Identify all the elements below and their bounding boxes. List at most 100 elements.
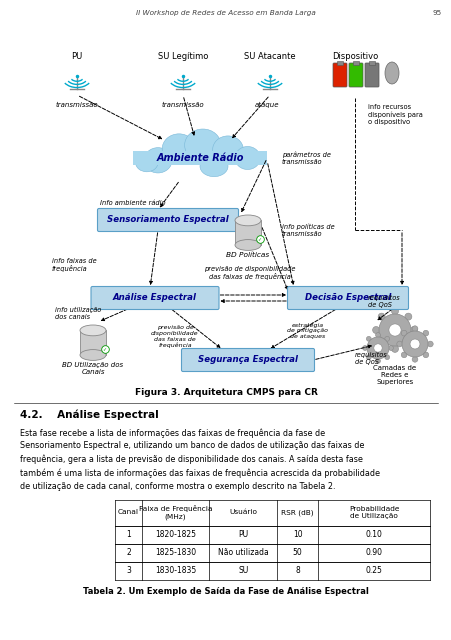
Text: info recursos
disponíveis para
o dispositivo: info recursos disponíveis para o disposi… (367, 104, 422, 125)
FancyBboxPatch shape (352, 61, 358, 65)
Text: Faixa de Frequência
(MHz): Faixa de Frequência (MHz) (138, 505, 212, 520)
Text: de utilização de cada canal, conforme mostra o exemplo descrito na Tabela 2.: de utilização de cada canal, conforme mo… (20, 482, 335, 491)
Text: Não utilizada: Não utilizada (217, 548, 268, 557)
Text: 8: 8 (295, 566, 299, 575)
Text: Segurança Espectral: Segurança Espectral (198, 355, 297, 365)
Text: info políticas de
transmissão: info políticas de transmissão (281, 223, 334, 237)
Text: PU: PU (238, 530, 248, 539)
Text: info utilização
dos canais: info utilização dos canais (55, 307, 101, 320)
FancyBboxPatch shape (181, 349, 314, 371)
Circle shape (409, 339, 419, 349)
FancyBboxPatch shape (332, 63, 346, 87)
FancyBboxPatch shape (368, 61, 374, 65)
Text: Decisão Espectral: Decisão Espectral (304, 294, 390, 303)
Ellipse shape (199, 156, 227, 177)
Text: SU Legítimo: SU Legítimo (157, 52, 208, 61)
FancyBboxPatch shape (235, 220, 260, 245)
Circle shape (373, 344, 382, 352)
Text: BD Utilização dos
Canais: BD Utilização dos Canais (62, 362, 123, 375)
Text: Sensoriamento Espectral e, utilizando um banco de dados de utilização das faixas: Sensoriamento Espectral e, utilizando um… (20, 442, 364, 451)
Text: Dispositivo: Dispositivo (331, 52, 377, 61)
Text: 0.90: 0.90 (365, 548, 382, 557)
Ellipse shape (235, 239, 260, 250)
Text: 0.10: 0.10 (365, 530, 382, 539)
Text: Usuário: Usuário (229, 509, 257, 515)
Circle shape (391, 346, 398, 353)
Circle shape (396, 341, 402, 347)
Text: estratégia
de mitigação
de ataques: estratégia de mitigação de ataques (287, 322, 328, 339)
Text: 1: 1 (126, 530, 130, 539)
FancyBboxPatch shape (336, 61, 342, 65)
Text: SU Atacante: SU Atacante (244, 52, 295, 61)
Circle shape (377, 340, 384, 347)
Circle shape (427, 341, 432, 347)
Ellipse shape (144, 148, 172, 173)
Circle shape (400, 330, 406, 336)
Text: frequência, gera a lista de previsão de disponibilidade dos canais. A saída dest: frequência, gera a lista de previsão de … (20, 455, 362, 465)
FancyBboxPatch shape (364, 63, 378, 87)
Text: previsão de
disponibilidade
das faixas de
frequência: previsão de disponibilidade das faixas d… (151, 325, 198, 348)
Ellipse shape (80, 349, 106, 360)
Circle shape (388, 324, 400, 336)
Text: 95: 95 (432, 10, 441, 16)
Text: 3: 3 (126, 566, 130, 575)
Ellipse shape (80, 325, 106, 336)
Text: ✓: ✓ (257, 237, 261, 241)
Text: ataque: ataque (254, 102, 279, 108)
Text: Tabela 2. Um Exemplo de Saída da Fase de Análise Espectral: Tabela 2. Um Exemplo de Saída da Fase de… (83, 588, 368, 596)
Text: 2: 2 (126, 548, 130, 557)
Ellipse shape (135, 154, 158, 172)
Circle shape (366, 337, 388, 359)
Text: Sensoriamento Espectral: Sensoriamento Espectral (107, 216, 228, 225)
Circle shape (384, 355, 389, 360)
Text: RSR (dB): RSR (dB) (281, 509, 313, 516)
FancyBboxPatch shape (348, 63, 362, 87)
Circle shape (366, 355, 370, 360)
Circle shape (366, 337, 370, 341)
Text: Figura 3. Arquitetura CMPS para CR: Figura 3. Arquitetura CMPS para CR (134, 388, 317, 397)
Circle shape (378, 314, 410, 346)
FancyBboxPatch shape (97, 209, 238, 232)
Ellipse shape (212, 136, 243, 164)
Circle shape (422, 330, 428, 336)
Circle shape (375, 333, 380, 337)
Text: também é uma lista de informações das faixas de frequência acrescida da probabil: também é uma lista de informações das fa… (20, 468, 379, 478)
Text: Canal: Canal (118, 509, 138, 515)
FancyBboxPatch shape (91, 287, 219, 310)
Circle shape (401, 331, 427, 357)
Ellipse shape (235, 147, 260, 170)
Text: PU: PU (71, 52, 83, 61)
Text: transmissão: transmissão (161, 102, 204, 108)
Circle shape (400, 352, 406, 358)
Ellipse shape (162, 134, 195, 164)
FancyBboxPatch shape (133, 151, 267, 165)
Circle shape (377, 313, 384, 320)
Text: II Workshop de Redes de Acesso em Banda Larga: II Workshop de Redes de Acesso em Banda … (136, 10, 315, 16)
Text: transmissão: transmissão (55, 102, 98, 108)
Text: 10: 10 (292, 530, 302, 539)
Ellipse shape (235, 215, 260, 226)
Text: previsão de disponibilidade
das faixas de frequência: previsão de disponibilidade das faixas d… (204, 266, 295, 280)
Text: Ambiente Rádio: Ambiente Rádio (156, 153, 243, 163)
Text: Camadas de
Redes e
Superiores: Camadas de Redes e Superiores (373, 365, 416, 385)
Circle shape (410, 326, 416, 333)
Ellipse shape (384, 62, 398, 84)
Text: 1825-1830: 1825-1830 (155, 548, 196, 557)
Text: 1820-1825: 1820-1825 (155, 530, 196, 539)
Text: Análise Espectral: Análise Espectral (113, 294, 197, 303)
Ellipse shape (184, 129, 221, 161)
Text: 1830-1835: 1830-1835 (155, 566, 196, 575)
Circle shape (411, 326, 417, 332)
Text: info faixas de
frequência: info faixas de frequência (52, 258, 97, 272)
Text: BD Políticas: BD Políticas (226, 252, 269, 258)
FancyBboxPatch shape (287, 287, 408, 310)
Text: requisitos
de QoS: requisitos de QoS (354, 352, 387, 365)
Circle shape (404, 340, 411, 347)
Text: requisitos
de QoS: requisitos de QoS (367, 295, 400, 308)
Circle shape (384, 337, 389, 341)
Text: SU: SU (238, 566, 248, 575)
Circle shape (372, 326, 379, 333)
Text: Probabilidade
de Utilização: Probabilidade de Utilização (348, 506, 398, 519)
Text: 0.25: 0.25 (365, 566, 382, 575)
Text: parâmetros de
transmissão: parâmetros de transmissão (281, 152, 330, 166)
